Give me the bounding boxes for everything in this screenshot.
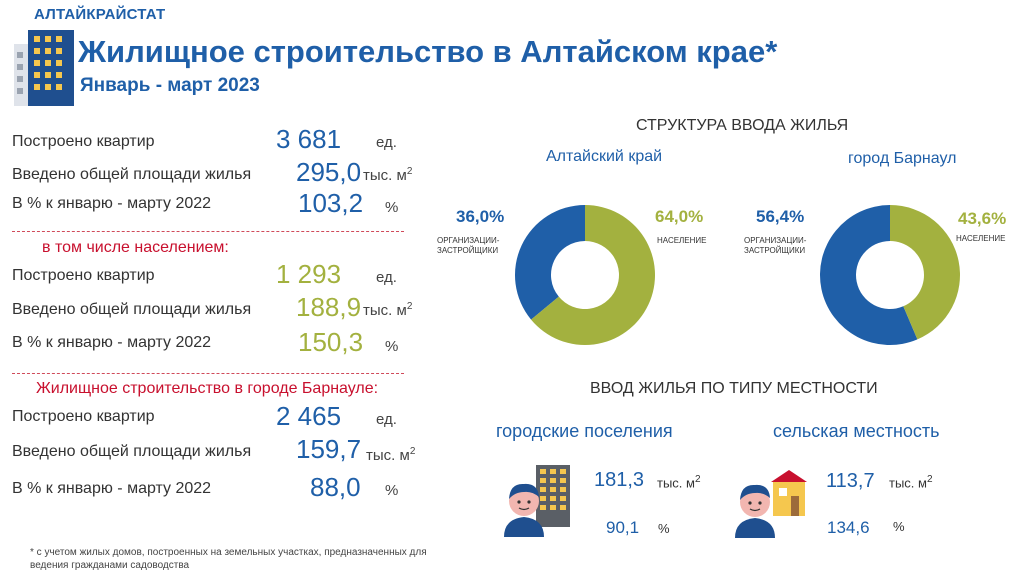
total-area-label: Введено общей площади жилья (12, 166, 252, 183)
total-pct-value: 103,2 (298, 188, 364, 218)
brand-name: АЛТАЙКРАЙСТАТ (34, 6, 166, 23)
total-pct-unit: % (385, 199, 399, 216)
altai-pop-pct: 64,0% (655, 207, 704, 226)
building-icon (14, 30, 74, 106)
barnaul-pct-label: В % к январю - марту 2022 (12, 480, 212, 497)
divider (12, 373, 404, 374)
pop-area-label: Введено общей площади жилья (12, 301, 252, 318)
barnaul-heading: Жилищное строительство в городе Барнауле… (36, 380, 379, 397)
population-heading: в том числе населением: (42, 239, 229, 256)
barnaul-area-label: Введено общей площади жилья (12, 443, 252, 460)
pop-flats-unit: ед. (376, 269, 397, 286)
total-pct-label: В % к январю - марту 2022 (12, 195, 212, 212)
total-flats-value: 3 681 (276, 124, 342, 154)
person-house-icon (733, 470, 809, 538)
urban-pct-value: 90,1 (606, 518, 640, 537)
donut-slice-organizations (819, 205, 918, 345)
barnaul-flats-unit: ед. (376, 411, 397, 428)
pop-area-unit: тыс. м2 (363, 301, 413, 319)
donut-slice-population (890, 205, 960, 340)
page-subtitle: Январь - март 2023 (80, 75, 260, 96)
barnaul-org-label: ОРГАНИЗАЦИИ- ЗАСТРОЙЩИКИ (744, 236, 807, 255)
barnaul-pct-unit: % (385, 482, 399, 499)
urban-area-value: 181,3 (594, 469, 645, 491)
barnaul-flats-value: 2 465 (276, 401, 342, 431)
barnaul-pct-value: 88,0 (310, 472, 361, 502)
locality-title: ВВОД ЖИЛЬЯ ПО ТИПУ МЕСТНОСТИ (590, 380, 878, 397)
pop-flats-value: 1 293 (276, 259, 342, 289)
barnaul-area-value: 159,7 (296, 434, 362, 464)
pop-pct-unit: % (385, 338, 399, 355)
page-title: Жилищное строительство в Алтайском крае* (78, 34, 778, 69)
structure-title: СТРУКТУРА ВВОДА ЖИЛЬЯ (636, 117, 849, 134)
urban-label: городские поселения (496, 421, 673, 441)
rural-pct-value: 134,6 (827, 518, 870, 537)
divider (12, 231, 404, 232)
rural-area-value: 113,7 (826, 470, 875, 492)
barnaul-pop-pct: 43,6% (958, 209, 1007, 228)
pop-area-value: 188,9 (296, 292, 362, 322)
total-flats-unit: ед. (376, 134, 397, 151)
altai-org-label: ОРГАНИЗАЦИИ- ЗАСТРОЙЩИКИ (437, 236, 500, 255)
barnaul-flats-label: Построено квартир (12, 408, 155, 425)
donut-chart-barnaul (819, 205, 960, 345)
donut-slice-population (531, 205, 655, 345)
total-area-unit: тыс. м2 (363, 166, 413, 184)
pop-flats-label: Построено квартир (12, 267, 155, 284)
pop-pct-label: В % к январю - марту 2022 (12, 334, 212, 351)
altai-org-pct: 36,0% (456, 207, 505, 226)
barnaul-org-pct: 56,4% (756, 207, 805, 226)
chart-title-altai: Алтайский край (546, 148, 663, 165)
footnote: * с учетом жилых домов, построенных на з… (30, 547, 427, 571)
person-apartment-icon (500, 463, 574, 537)
chart-title-barnaul: город Барнаул (848, 150, 957, 167)
urban-area-unit: тыс. м2 (657, 474, 701, 491)
urban-pct-unit: % (658, 521, 670, 536)
pop-pct-value: 150,3 (298, 327, 364, 357)
total-flats-label: Построено квартир (12, 133, 155, 150)
altai-pop-label: НАСЕЛЕНИЕ (657, 236, 707, 245)
rural-pct-unit: % (893, 519, 905, 534)
donut-slice-organizations (515, 205, 585, 320)
donut-chart-altai (515, 205, 655, 345)
barnaul-area-unit: тыс. м2 (366, 446, 416, 464)
total-area-value: 295,0 (296, 157, 362, 187)
barnaul-pop-label: НАСЕЛЕНИЕ (956, 234, 1006, 243)
rural-label: сельская местность (773, 421, 940, 441)
rural-area-unit: тыс. м2 (889, 474, 933, 491)
